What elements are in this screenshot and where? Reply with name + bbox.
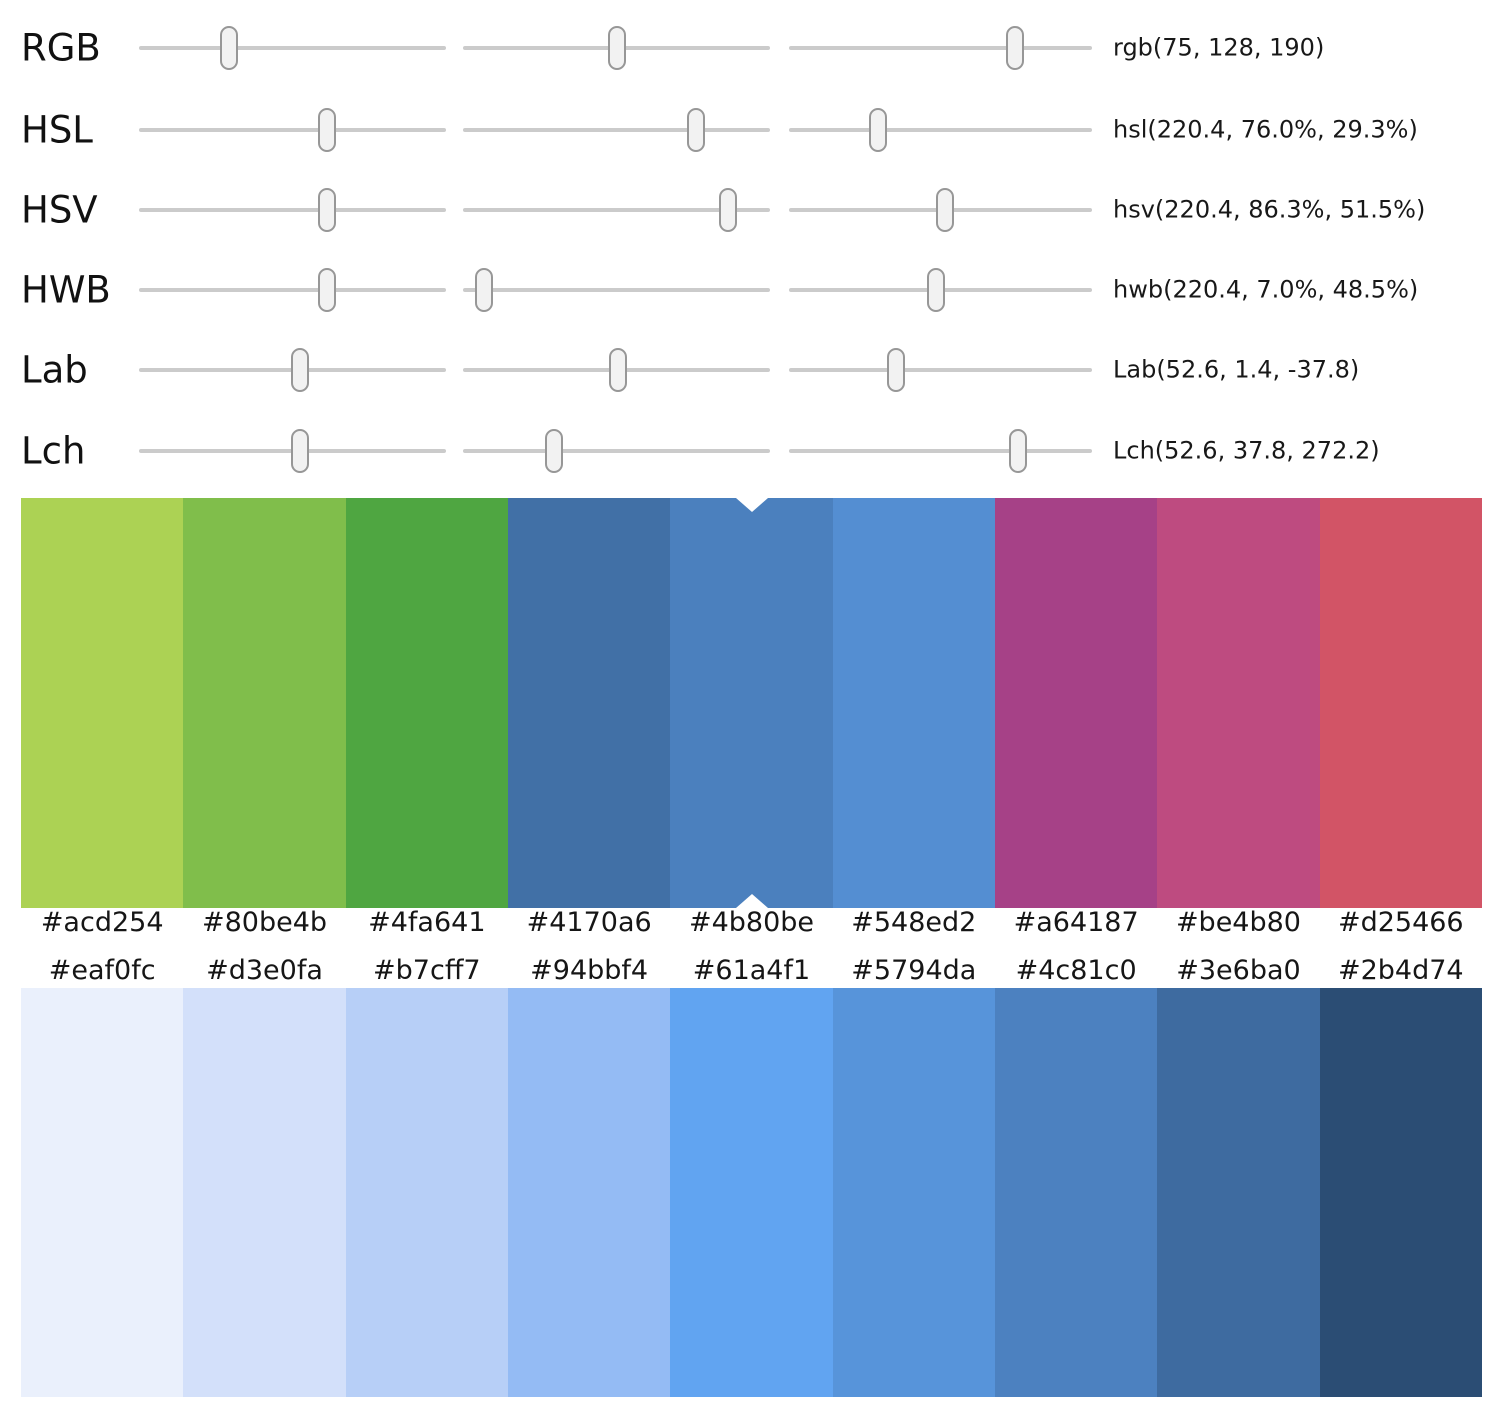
lab-value-readout: Lab(52.6, 1.4, -37.8) — [1113, 355, 1360, 384]
lch-slider-2-thumb[interactable] — [544, 429, 563, 473]
rgb-slider-3-track[interactable] — [789, 26, 1092, 70]
hsl-slider-1-track[interactable] — [139, 108, 446, 152]
bottom-palette-hex-8: #2b4d74 — [1337, 955, 1464, 986]
lch-row-label: Lch — [21, 429, 86, 473]
top-palette-hex-4: #4b80be — [688, 907, 814, 938]
top-palette-labels: #acd254 #80be4b #4fa641 #4170a6 #4b80be … — [21, 903, 1482, 943]
lab-slider-2-thumb[interactable] — [609, 348, 628, 392]
hwb-slider-1-track[interactable] — [139, 268, 446, 312]
selected-swatch-marker-top — [735, 498, 768, 512]
top-palette-swatch-6[interactable] — [994, 498, 1158, 908]
hsv-slider-2-track[interactable] — [463, 188, 770, 232]
bottom-palette-hex-2: #b7cff7 — [373, 955, 481, 986]
top-palette-swatch-0[interactable] — [21, 498, 184, 908]
hsl-slider-3-thumb[interactable] — [868, 108, 887, 152]
slider-row-hsv: HSV hsv(220.4, 86.3%, 51.5%) — [0, 170, 1501, 250]
hsl-slider-2-track[interactable] — [463, 108, 770, 152]
bottom-palette-swatch-2[interactable] — [345, 988, 508, 1397]
hsl-slider-2-thumb[interactable] — [687, 108, 706, 152]
top-palette-hex-5: #548ed2 — [851, 907, 977, 938]
bottom-palette-hex-3: #94bbf4 — [530, 955, 649, 986]
bottom-palette-swatch-3[interactable] — [507, 988, 671, 1397]
hwb-slider-3-track[interactable] — [789, 268, 1092, 312]
slider-row-lab: Lab Lab(52.6, 1.4, -37.8) — [0, 330, 1501, 410]
top-palette-swatch-1[interactable] — [183, 498, 346, 908]
hsv-slider-2-thumb[interactable] — [718, 188, 737, 232]
top-palette-hex-3: #4170a6 — [526, 907, 652, 938]
top-palette-swatch-3[interactable] — [507, 498, 671, 908]
hsl-slider-3-track[interactable] — [789, 108, 1092, 152]
rgb-slider-1-track[interactable] — [139, 26, 446, 70]
top-palette-hex-8: #d25466 — [1337, 907, 1464, 938]
bottom-palette-hex-0: #eaf0fc — [48, 955, 156, 986]
rgb-slider-3-thumb[interactable] — [1005, 26, 1024, 70]
lch-slider-1-track[interactable] — [139, 429, 446, 473]
lab-slider-2-track[interactable] — [463, 348, 770, 392]
hwb-slider-2-thumb[interactable] — [475, 268, 494, 312]
lab-slider-1-track[interactable] — [139, 348, 446, 392]
lch-slider-2-track[interactable] — [463, 429, 770, 473]
bottom-palette-swatch-0[interactable] — [21, 988, 184, 1397]
hsl-value-readout: hsl(220.4, 76.0%, 29.3%) — [1113, 115, 1418, 144]
top-palette — [21, 498, 1482, 908]
slider-row-rgb: RGB rgb(75, 128, 190) — [0, 8, 1501, 88]
top-palette-hex-7: #be4b80 — [1175, 907, 1301, 938]
lch-slider-3-track[interactable] — [789, 429, 1092, 473]
top-palette-hex-1: #80be4b — [201, 907, 328, 938]
top-palette-swatch-8[interactable] — [1319, 498, 1482, 908]
top-palette-swatch-7[interactable] — [1157, 498, 1320, 908]
hsv-slider-1-thumb[interactable] — [317, 188, 336, 232]
top-palette-hex-6: #a64187 — [1013, 907, 1139, 938]
lch-slider-3-thumb[interactable] — [1009, 429, 1028, 473]
rgb-row-label: RGB — [21, 26, 101, 70]
bottom-palette-swatch-8[interactable] — [1319, 988, 1482, 1397]
slider-row-hsl: HSL hsl(220.4, 76.0%, 29.3%) — [0, 90, 1501, 170]
rgb-slider-2-thumb[interactable] — [608, 26, 627, 70]
bottom-palette-swatch-7[interactable] — [1157, 988, 1320, 1397]
bottom-palette-swatch-6[interactable] — [994, 988, 1158, 1397]
lch-slider-1-thumb[interactable] — [291, 429, 310, 473]
hwb-slider-2-track[interactable] — [463, 268, 770, 312]
hsv-value-readout: hsv(220.4, 86.3%, 51.5%) — [1113, 195, 1426, 224]
hsl-row-label: HSL — [21, 108, 93, 152]
bottom-palette-swatch-4[interactable] — [670, 988, 833, 1397]
top-palette-swatch-4[interactable] — [670, 498, 833, 908]
hsv-row-label: HSV — [21, 188, 98, 232]
bottom-palette-hex-1: #d3e0fa — [206, 955, 323, 986]
top-palette-hex-2: #4fa641 — [368, 907, 486, 938]
bottom-palette-hex-4: #61a4f1 — [692, 955, 811, 986]
bottom-palette — [21, 988, 1482, 1397]
hwb-slider-1-thumb[interactable] — [317, 268, 336, 312]
slider-row-hwb: HWB hwb(220.4, 7.0%, 48.5%) — [0, 250, 1501, 330]
lab-slider-3-track[interactable] — [789, 348, 1092, 392]
hwb-value-readout: hwb(220.4, 7.0%, 48.5%) — [1113, 275, 1419, 304]
top-palette-swatch-5[interactable] — [832, 498, 995, 908]
top-palette-swatch-2[interactable] — [345, 498, 508, 908]
bottom-palette-swatch-5[interactable] — [832, 988, 995, 1397]
bottom-palette-hex-5: #5794da — [851, 955, 977, 986]
selected-swatch-marker-bottom — [735, 894, 768, 908]
bottom-palette-hex-6: #4c81c0 — [1015, 955, 1137, 986]
lab-slider-1-thumb[interactable] — [291, 348, 310, 392]
lab-row-label: Lab — [21, 348, 88, 392]
rgb-value-readout: rgb(75, 128, 190) — [1113, 33, 1325, 62]
hsv-slider-3-thumb[interactable] — [936, 188, 955, 232]
hwb-slider-3-thumb[interactable] — [926, 268, 945, 312]
top-palette-hex-0: #acd254 — [40, 907, 164, 938]
bottom-palette-swatch-1[interactable] — [183, 988, 346, 1397]
hsl-slider-1-thumb[interactable] — [317, 108, 336, 152]
hsv-slider-1-track[interactable] — [139, 188, 446, 232]
rgb-slider-1-thumb[interactable] — [220, 26, 239, 70]
hsv-slider-3-track[interactable] — [789, 188, 1092, 232]
hwb-row-label: HWB — [21, 268, 111, 312]
lch-value-readout: Lch(52.6, 37.8, 272.2) — [1113, 436, 1380, 465]
bottom-palette-hex-7: #3e6ba0 — [1176, 955, 1301, 986]
lab-slider-3-thumb[interactable] — [886, 348, 905, 392]
bottom-palette-labels: #eaf0fc #d3e0fa #b7cff7 #94bbf4 #61a4f1 … — [21, 951, 1482, 991]
slider-row-lch: Lch Lch(52.6, 37.8, 272.2) — [0, 411, 1501, 491]
rgb-slider-2-track[interactable] — [463, 26, 770, 70]
